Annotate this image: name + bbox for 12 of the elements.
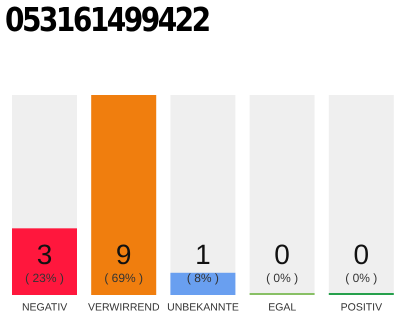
x-tick-label: POSITIV: [340, 301, 382, 314]
data-label: 9 ( 69% ): [104, 239, 144, 285]
x-tick-label: UNBEKANNTE: [167, 301, 239, 314]
data-label: 0 ( 0% ): [345, 239, 378, 285]
data-label: 3 ( 23% ): [25, 239, 64, 285]
chart-title: 053161499422: [5, 0, 209, 39]
data-label: 1 ( 8% ): [186, 239, 219, 285]
x-tick-label: VERWIRREND: [88, 301, 160, 314]
data-label: 0 ( 0% ): [266, 239, 298, 285]
bar: [170, 272, 236, 295]
x-tick-label: EGAL: [268, 301, 296, 314]
x-tick-label: NEGATIV: [22, 301, 68, 314]
